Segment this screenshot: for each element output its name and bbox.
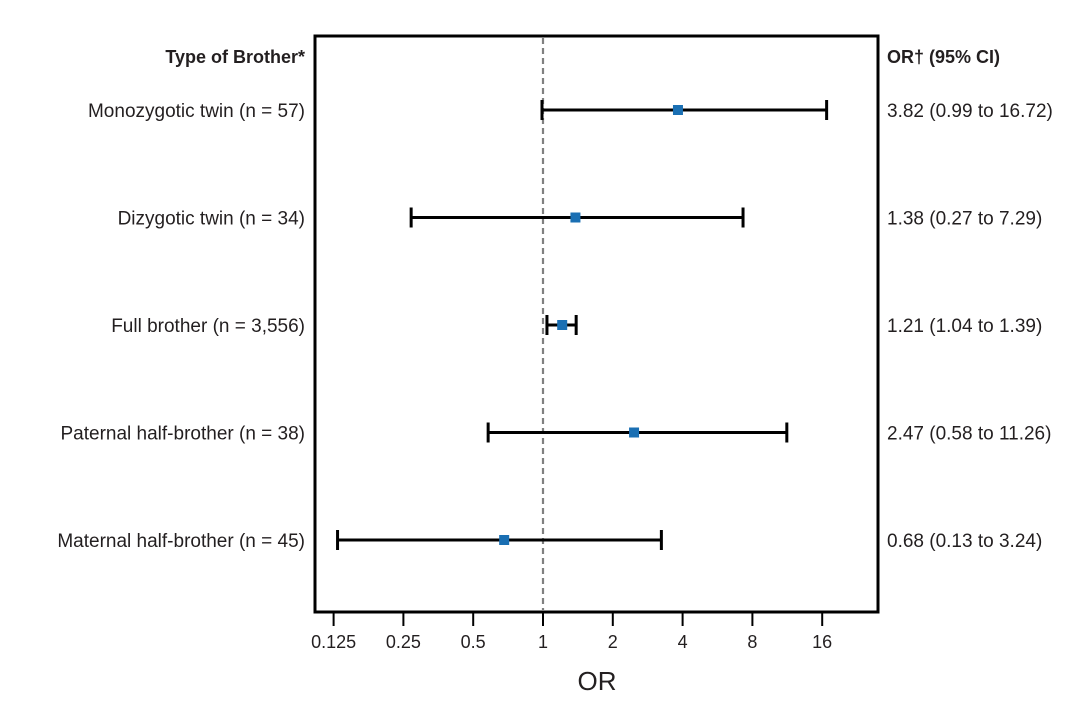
or-ci-text: 3.82 (0.99 to 16.72) (887, 101, 1053, 122)
or-ci-text: 1.21 (1.04 to 1.39) (887, 316, 1042, 337)
forest-row: Maternal half-brother (n = 45) 0.68 (0.13… (57, 530, 1042, 552)
point-estimate-marker (499, 535, 510, 545)
or-ci-text: 1.38 (0.27 to 7.29) (887, 209, 1042, 230)
rows-group: Monozygotic twin (n = 57) 3.82 (0.99 to 1… (57, 100, 1053, 552)
row-label: Maternal half-brother (n = 45) (57, 531, 305, 552)
x-tick-label: 4 (678, 632, 688, 652)
x-tick-label: 0.125 (311, 632, 356, 652)
or-ci-text: 0.68 (0.13 to 3.24) (887, 531, 1042, 552)
x-tick-label: 1 (538, 632, 548, 652)
x-tick-label: 2 (608, 632, 618, 652)
row-label: Monozygotic twin (n = 57) (88, 101, 305, 122)
row-label: Dizygotic twin (n = 34) (118, 209, 305, 230)
x-tick-label: 0.25 (386, 632, 421, 652)
row-label: Full brother (n = 3,556) (111, 316, 305, 337)
or-ci-text: 2.47 (0.58 to 11.26) (887, 424, 1051, 445)
plot-frame (313, 34, 880, 614)
point-estimate-marker (557, 320, 568, 330)
forest-row: Paternal half-brother (n = 38) 2.47 (0.58… (61, 422, 1051, 445)
forest-row: Dizygotic twin (n = 34) 1.38 (0.27 to 7.2… (118, 207, 1042, 230)
point-estimate-marker (672, 105, 683, 115)
x-tick-label: 0.5 (461, 632, 486, 652)
x-tick-label: 16 (812, 632, 832, 652)
left-column-header: Type of Brother* (165, 47, 305, 67)
point-estimate-marker (570, 212, 581, 223)
point-estimate-marker (629, 427, 640, 438)
x-axis-title: OR (578, 666, 617, 696)
forest-row: Full brother (n = 3,556) 1.21 (1.04 to 1.… (111, 315, 1042, 337)
row-label: Paternal half-brother (n = 38) (61, 424, 306, 445)
x-tick-label: 8 (747, 632, 757, 652)
forest-row: Monozygotic twin (n = 57) 3.82 (0.99 to 1… (88, 100, 1053, 122)
right-column-header: OR† (95% CI) (887, 47, 1000, 67)
x-axis: 0.125 0.25 0.5 1 2 4 8 16 (311, 612, 832, 652)
